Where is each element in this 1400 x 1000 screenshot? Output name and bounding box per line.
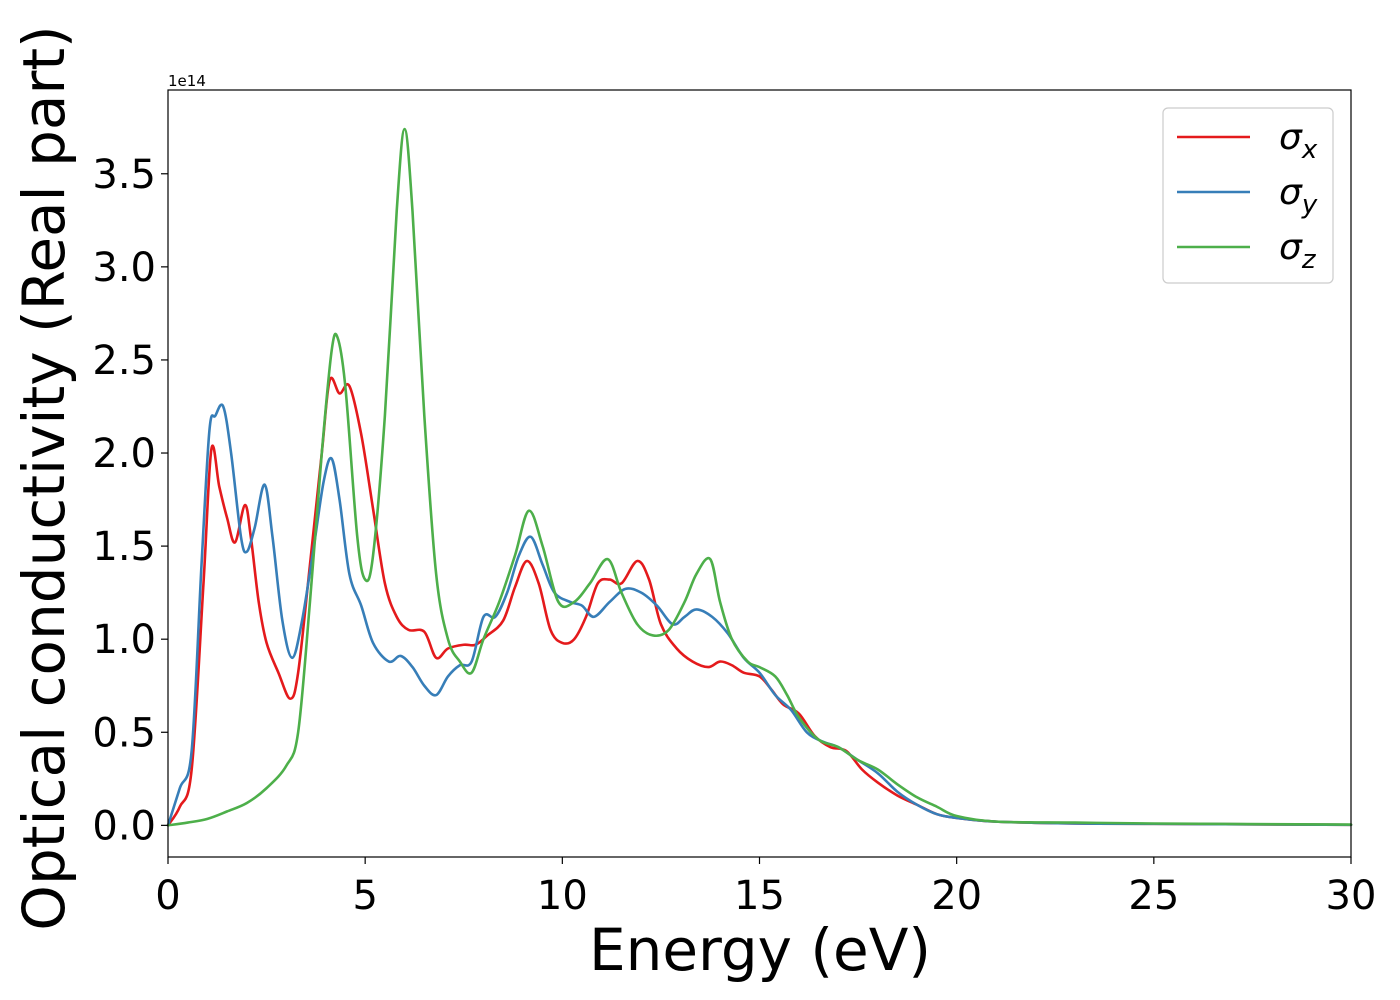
x-axis-label: Energy (eV) (589, 916, 931, 984)
y-tick-label: 1.0 (92, 617, 156, 663)
legend-box (1162, 107, 1334, 284)
series-line-x (166, 376, 1353, 827)
legend-label-z: σz (1279, 227, 1317, 275)
y-tick-label: 3.0 (92, 245, 156, 291)
y-axis-label: Optical conductivity (Real part) (10, 25, 78, 930)
x-tick-label: 5 (352, 873, 377, 919)
x-tick-label: 0 (155, 873, 180, 919)
y-tick-label: 0.0 (92, 803, 156, 849)
legend-items: σx σy σz (1177, 117, 1318, 275)
series-lines (166, 127, 1353, 827)
x-tick-label: 25 (1128, 873, 1179, 919)
legend-label-y: σy (1279, 172, 1318, 220)
x-axis-ticks: 0 5 10 15 20 25 30 (155, 857, 1376, 919)
y-axis-ticks: 0.0 0.5 1.0 1.5 2.0 2.5 3.0 3.5 (92, 152, 168, 849)
y-tick-label: 3.5 (92, 152, 156, 198)
y-offset-label: 1e14 (168, 72, 206, 90)
y-tick-label: 1.5 (92, 524, 156, 570)
y-tick-label: 2.0 (92, 431, 156, 477)
y-tick-label: 2.5 (92, 338, 156, 384)
legend-label-x: σx (1279, 117, 1318, 165)
x-tick-label: 15 (734, 873, 785, 919)
x-tick-label: 10 (537, 873, 588, 919)
x-tick-label: 20 (931, 873, 982, 919)
y-tick-label: 0.5 (92, 710, 156, 756)
legend: σx σy σz (1162, 107, 1334, 284)
x-tick-label: 30 (1326, 873, 1377, 919)
series-line-z (166, 127, 1353, 827)
